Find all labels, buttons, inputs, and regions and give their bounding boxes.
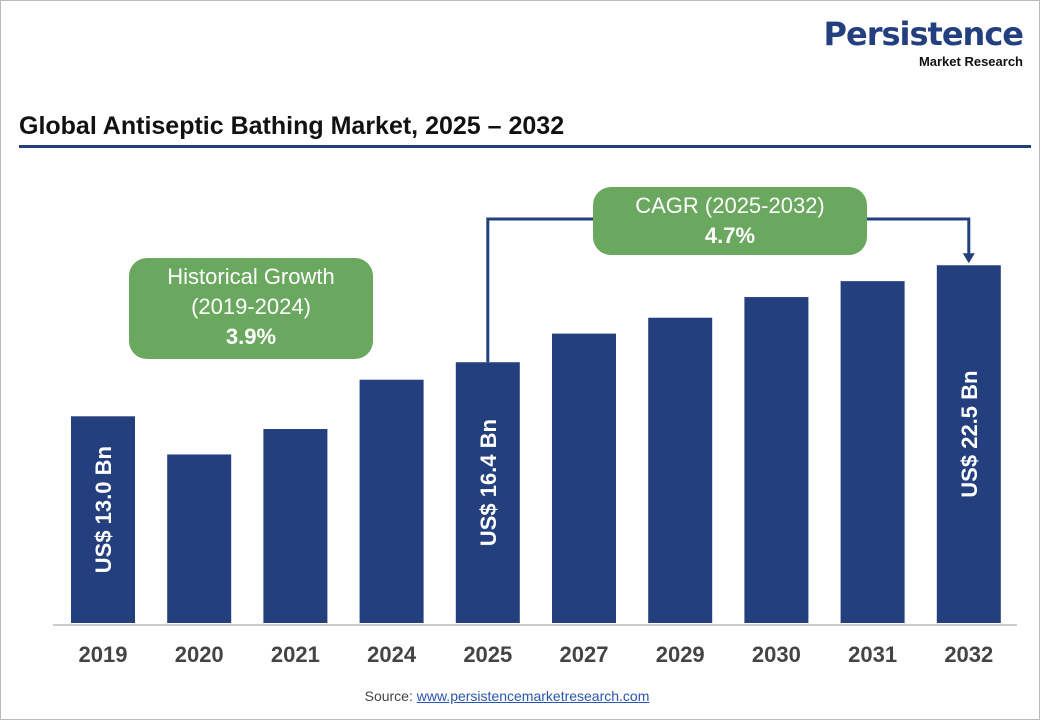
x-tick-label: 2024 <box>367 642 417 667</box>
arrow-down-icon <box>962 253 975 264</box>
cagr-label: CAGR (2025-2032) <box>635 193 825 218</box>
logo-subtitle: Market Research <box>918 54 1023 69</box>
bar-2029 <box>648 317 713 623</box>
x-tick-label: 2019 <box>79 642 128 667</box>
historical-period: (2019-2024) <box>191 294 311 319</box>
bar-2031 <box>840 281 905 623</box>
x-tick-label: 2030 <box>752 642 801 667</box>
bar-2025 <box>455 362 520 623</box>
bar-2024 <box>359 379 424 623</box>
x-tick-label: 2025 <box>463 642 512 667</box>
data-label: US$ 13.0 Bn <box>91 446 116 573</box>
bar-2032 <box>936 265 1001 623</box>
data-label: US$ 16.4 Bn <box>476 419 501 546</box>
bar-2030 <box>744 297 809 623</box>
x-tick-label: 2027 <box>560 642 609 667</box>
x-tick-label: 2031 <box>848 642 897 667</box>
source-note: Source: www.persistencemarketresearch.co… <box>1 687 1013 705</box>
cagr-annotation: CAGR (2025-2032) 4.7% <box>593 187 867 255</box>
cagr-value: 4.7% <box>704 223 756 248</box>
bar-2020 <box>167 454 232 623</box>
historical-growth-annotation: Historical Growth (2019-2024) 3.9% <box>129 258 373 359</box>
x-tick-label: 2029 <box>656 642 705 667</box>
logo: Persistence <box>823 15 1024 53</box>
data-label: US$ 22.5 Bn <box>957 371 982 498</box>
title-divider <box>19 145 1031 148</box>
historical-label: Historical Growth <box>167 264 335 289</box>
x-tick-label: 2021 <box>271 642 320 667</box>
source-label: Source: <box>364 688 413 704</box>
x-tick-label: 2032 <box>944 642 993 667</box>
bar-2019 <box>71 416 135 623</box>
bar-2027 <box>552 333 616 623</box>
chart-title: Global Antiseptic Bathing Market, 2025 –… <box>19 112 565 140</box>
source-link[interactable]: www.persistencemarketresearch.com <box>416 688 650 704</box>
historical-value: 3.9% <box>225 324 277 349</box>
bar-2021 <box>263 429 328 623</box>
x-tick-label: 2020 <box>175 642 224 667</box>
